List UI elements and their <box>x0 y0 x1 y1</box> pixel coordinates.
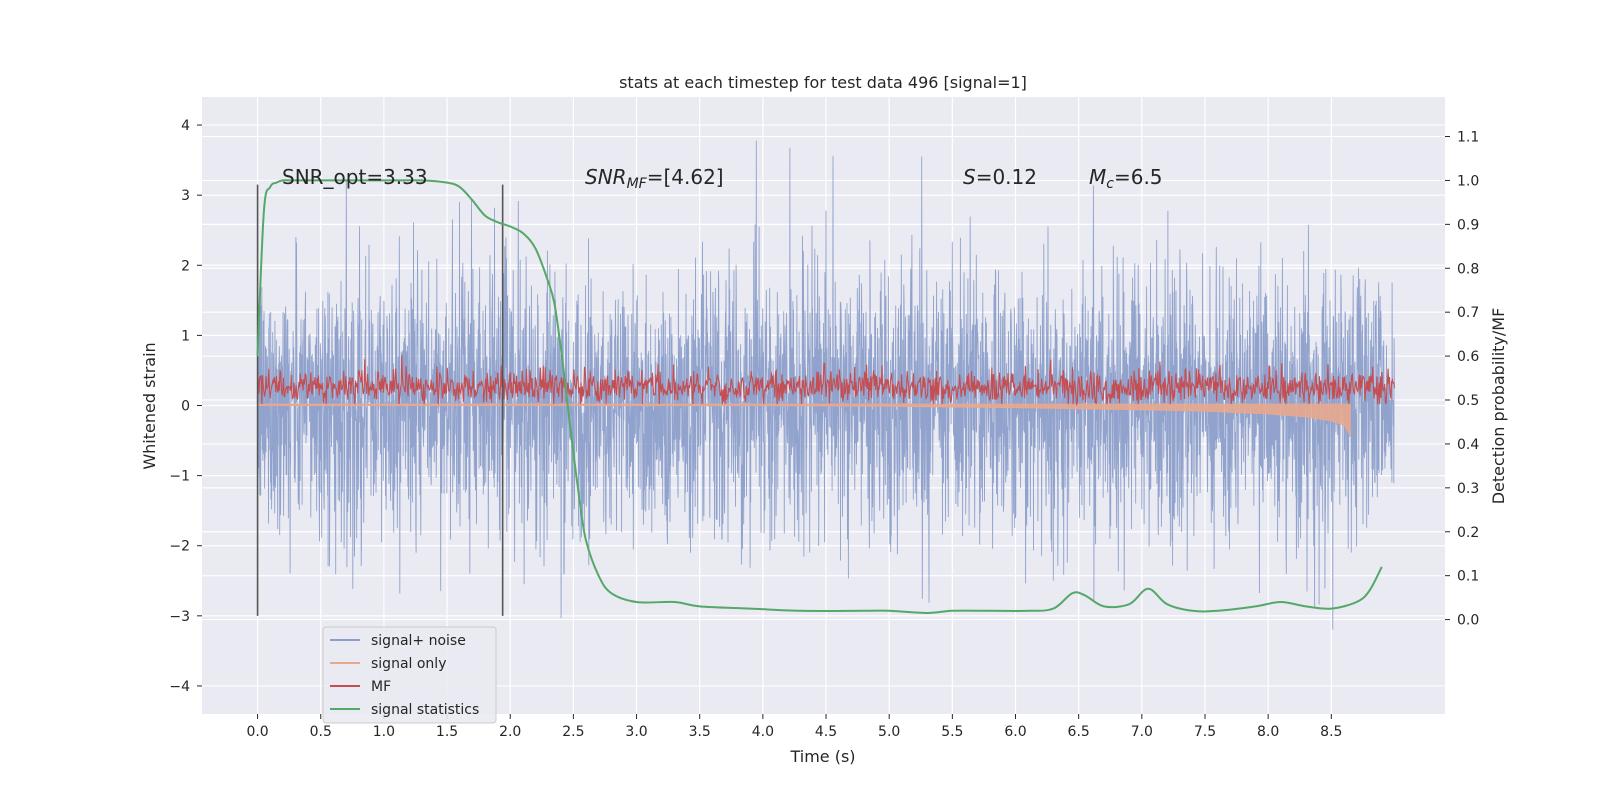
y2-tick-label: 1.1 <box>1457 130 1479 146</box>
legend-label-signal-only: signal only <box>371 656 446 672</box>
annotation-s-value: =0.12 <box>976 165 1037 189</box>
legend-label-signal-noise: signal+ noise <box>371 633 466 649</box>
annotation-s: S=0.12 <box>963 165 1037 189</box>
annotation-mc: Mc=6.5 <box>1089 165 1163 192</box>
legend-label-signal-statistics: signal statistics <box>371 702 479 718</box>
y2-tick-label: 0.5 <box>1457 393 1479 409</box>
x-tick-label: 5.0 <box>878 724 900 740</box>
annotation-snr-opt: SNR_opt=3.33 <box>282 165 428 189</box>
x-tick-label: 6.0 <box>1004 724 1026 740</box>
annotation-snr-mf-main: SNR <box>585 165 627 189</box>
y2-tick-label: 0.8 <box>1457 261 1479 277</box>
x-tick-label: 1.5 <box>436 724 458 740</box>
x-tick-label: 7.0 <box>1131 724 1153 740</box>
y2-tick-label: 0.1 <box>1457 569 1479 585</box>
annotation-mc-value: =6.5 <box>1114 165 1163 189</box>
y-tick-label: −1 <box>169 469 190 485</box>
annotation-snr-mf: SNRMF=[4.62] <box>585 165 724 192</box>
x-tick-label: 3.0 <box>625 724 647 740</box>
legend-box <box>322 626 497 724</box>
series-mf <box>257 355 1395 407</box>
x-tick-label: 1.0 <box>373 724 395 740</box>
x-tick-label: 7.5 <box>1194 724 1216 740</box>
series-signal-noise <box>257 140 1395 630</box>
y2-tick-label: 0.3 <box>1457 481 1479 497</box>
x-tick-label: 3.5 <box>689 724 711 740</box>
y2-tick-label: 0.4 <box>1457 437 1479 453</box>
y-tick-label: −2 <box>169 539 190 555</box>
x-tick-label: 2.5 <box>562 724 584 740</box>
x-tick-label: 4.0 <box>752 724 774 740</box>
annotation-s-main: S <box>963 165 976 189</box>
signal-noise-line <box>257 140 1395 630</box>
annotation-snr-mf-sub: MF <box>627 176 648 192</box>
y2-tick-label: 0.2 <box>1457 525 1479 541</box>
y-tick-label: 2 <box>181 258 190 274</box>
y-tick-label: 3 <box>181 188 190 204</box>
x-tick-label: 6.5 <box>1068 724 1090 740</box>
x-tick-label: 0.0 <box>246 724 268 740</box>
y-tick-label: −4 <box>169 679 190 695</box>
x-axis-label: Time (s) <box>789 747 855 766</box>
annotation-mc-sub: c <box>1106 176 1114 192</box>
annotation-snr-mf-value: =[4.62] <box>647 165 724 189</box>
mf-line <box>257 355 1395 407</box>
tick-labels: 0.0 0.5 1.0 1.5 2.0 2.5 3.0 3.5 4.0 4.5 5.0 5.5 6.0 6… <box>169 118 1479 740</box>
x-tick-label: 5.5 <box>941 724 963 740</box>
y2-tick-label: 0.9 <box>1457 217 1479 233</box>
series-signal-only <box>257 403 1351 437</box>
x-tick-label: 2.0 <box>499 724 521 740</box>
chart-title: stats at each timestep for test data 496… <box>619 73 1027 92</box>
y-tick-label: −3 <box>169 609 190 625</box>
y-tick-label: 1 <box>181 328 190 344</box>
y-axis-label: Whitened strain <box>140 342 159 469</box>
annotation-mc-main: M <box>1089 165 1106 189</box>
x-tick-label: 0.5 <box>310 724 332 740</box>
y2-tick-label: 0.7 <box>1457 305 1479 321</box>
x-tick-label: 8.5 <box>1320 724 1342 740</box>
window-markers <box>256 184 504 616</box>
y2-axis-label: Detection probability/MF <box>1489 308 1508 505</box>
x-tick-label: 4.5 <box>815 724 837 740</box>
signal-statistics-line <box>256 179 1383 615</box>
y-tick-label: 4 <box>181 118 190 134</box>
legend-label-mf: MF <box>371 679 391 695</box>
signal-only-line <box>257 403 1351 437</box>
x-tick-label: 8.0 <box>1257 724 1279 740</box>
series-signal-statistics <box>256 179 1383 615</box>
legend: signal+ noise signal only MF signal stat… <box>322 626 497 724</box>
y-tick-label: 0 <box>181 399 190 415</box>
y2-tick-label: 1.0 <box>1457 173 1479 189</box>
y2-tick-label: 0.0 <box>1457 613 1479 629</box>
y2-tick-label: 0.6 <box>1457 349 1479 365</box>
